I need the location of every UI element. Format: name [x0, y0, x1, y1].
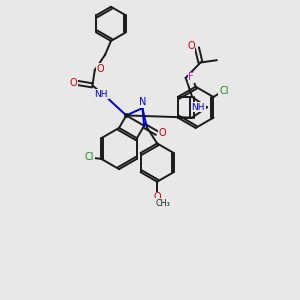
- Text: Cl: Cl: [219, 85, 229, 95]
- Text: NH: NH: [94, 90, 108, 99]
- Text: O: O: [153, 192, 161, 202]
- Text: O: O: [97, 64, 104, 74]
- Text: O: O: [187, 41, 195, 51]
- Text: NH: NH: [191, 103, 205, 112]
- Text: F: F: [188, 72, 194, 82]
- Text: CH₃: CH₃: [156, 199, 170, 208]
- Text: N: N: [139, 97, 146, 107]
- Text: O: O: [158, 128, 166, 138]
- Text: Cl: Cl: [85, 152, 94, 162]
- Text: O: O: [70, 78, 77, 88]
